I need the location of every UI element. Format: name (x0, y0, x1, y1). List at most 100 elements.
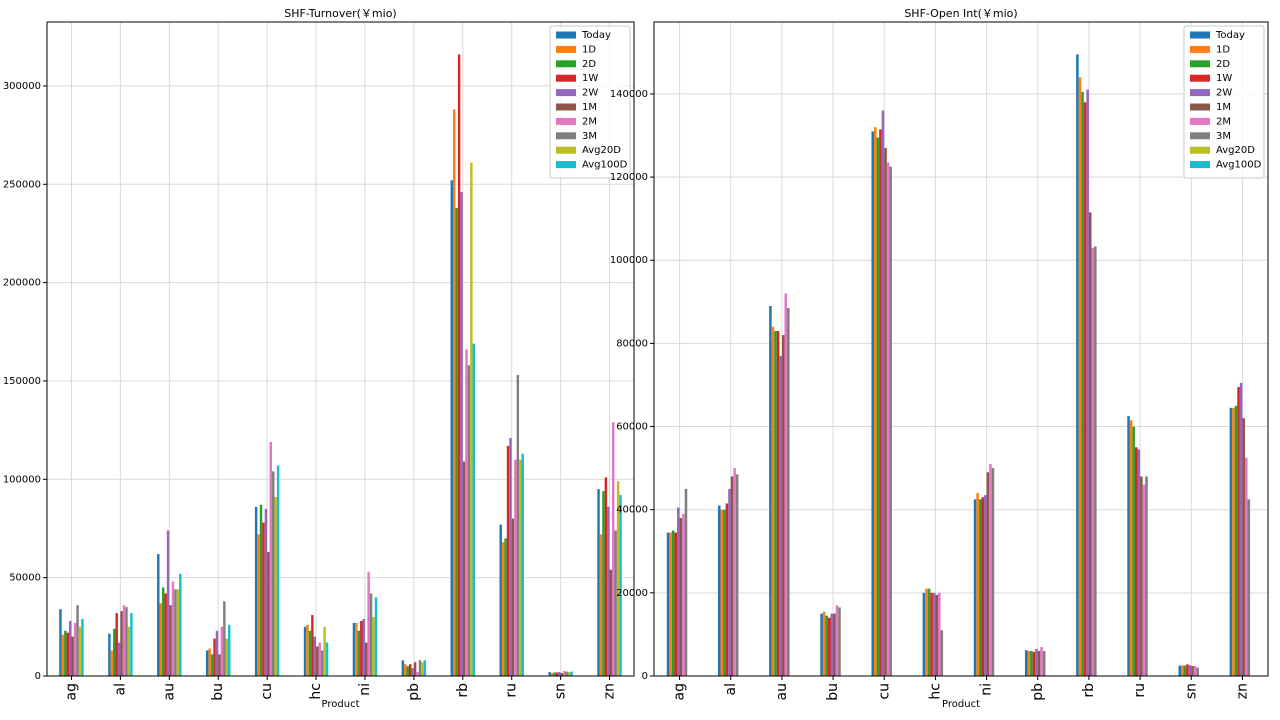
bar (323, 626, 326, 676)
bar (504, 538, 507, 676)
y-tick-label: 200000 (3, 278, 41, 289)
bar (1247, 499, 1251, 676)
bar (614, 530, 617, 676)
bar (169, 605, 172, 676)
legend-swatch (556, 74, 576, 82)
bar (69, 620, 72, 676)
legend-swatch (556, 103, 576, 111)
bar (218, 654, 221, 676)
x-tick-label: au (161, 683, 177, 700)
bar (570, 671, 573, 676)
bar (871, 131, 875, 677)
bar (925, 588, 928, 676)
bar (115, 613, 118, 676)
bar (418, 660, 422, 676)
bar (602, 491, 605, 676)
bar (166, 530, 170, 676)
bar (113, 628, 116, 676)
plot-frame (46, 21, 635, 677)
bar (267, 552, 270, 676)
bar (927, 588, 931, 676)
bar (978, 499, 982, 676)
bar (320, 650, 324, 676)
bar (1191, 666, 1194, 676)
bar (679, 518, 683, 676)
legend-label: Today (1215, 30, 1245, 41)
bar (411, 668, 414, 676)
legend-swatch (1190, 60, 1210, 68)
bar (930, 592, 933, 676)
bar (674, 532, 678, 676)
bar (937, 592, 941, 676)
y-tick-label: 100000 (3, 474, 41, 485)
bar (889, 166, 892, 676)
x-tick-label: ni (979, 683, 995, 696)
y-tick-label: 150000 (3, 376, 41, 387)
bar (973, 499, 977, 676)
bar (227, 624, 231, 676)
legend-label: 2W (582, 88, 598, 99)
legend-label: 2M (1216, 116, 1231, 127)
bar (1127, 416, 1130, 676)
bar (130, 613, 133, 676)
bar (404, 664, 407, 676)
bar (1088, 212, 1092, 677)
legend-swatch (556, 60, 576, 68)
bar (1132, 426, 1135, 676)
bar (550, 673, 554, 676)
bar (110, 650, 114, 676)
x-tick-label: pb (1030, 683, 1046, 701)
bar (179, 573, 182, 676)
bar (1083, 102, 1087, 676)
x-tick-label: ru (1132, 683, 1148, 698)
bar (303, 626, 307, 676)
bar (669, 532, 672, 676)
bar (306, 624, 309, 676)
legend-swatch (556, 161, 576, 169)
bar (462, 461, 466, 676)
bar (1244, 457, 1248, 676)
x-tick-label: rb (1081, 683, 1097, 698)
chart-title: SHF-Open Int(￥mio) (904, 7, 1017, 20)
bar (318, 642, 321, 676)
legend-label: 2D (582, 59, 596, 70)
bar (884, 147, 887, 676)
legend-swatch (1190, 132, 1210, 140)
legend-swatch (1190, 74, 1210, 82)
bar (519, 459, 522, 676)
bar (357, 630, 361, 676)
legend-label: 3M (1216, 131, 1231, 142)
bar (560, 673, 564, 676)
bar (254, 506, 258, 676)
legend-label: 1W (1216, 73, 1232, 84)
y-tick-label: 300000 (3, 81, 41, 92)
bar (465, 349, 468, 676)
bar (264, 508, 268, 676)
bar (838, 607, 841, 676)
bar (274, 497, 277, 676)
bar (723, 509, 726, 676)
bar (352, 622, 356, 676)
legend-label: Avg100D (582, 160, 628, 171)
bar (117, 642, 121, 676)
bar (599, 534, 603, 676)
bar (1037, 651, 1041, 676)
bar (416, 672, 419, 676)
bar (164, 593, 167, 676)
bar (460, 192, 463, 676)
bar (367, 571, 370, 676)
bar (501, 542, 505, 676)
bar (1091, 247, 1095, 676)
legend-swatch (556, 146, 576, 154)
bar (733, 468, 736, 676)
bar (787, 308, 790, 676)
bar (563, 671, 566, 676)
bar (827, 617, 831, 676)
y-tick-label: 40000 (616, 505, 648, 516)
bar (208, 648, 211, 676)
bar (735, 474, 739, 676)
bar (553, 672, 556, 676)
bar (989, 463, 992, 676)
y-tick-label: 120000 (610, 172, 648, 183)
legend-swatch (1190, 117, 1210, 125)
